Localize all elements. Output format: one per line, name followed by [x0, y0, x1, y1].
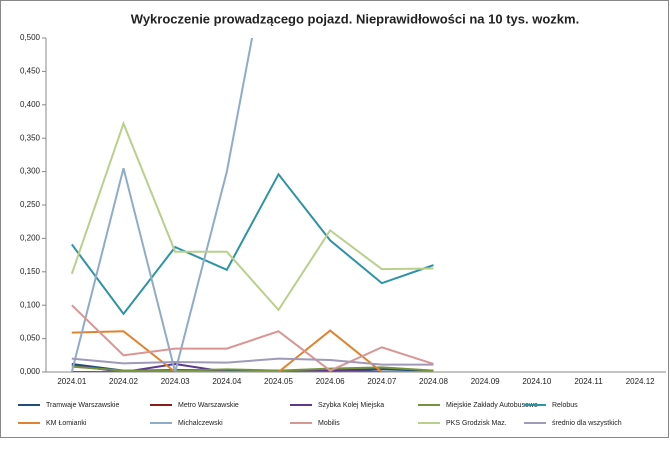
y-tick-label: 0,400 [20, 100, 41, 109]
y-tick-label: 0,250 [20, 200, 41, 209]
chart-frame [0, 0, 669, 438]
y-tick-label: 0,150 [20, 267, 41, 276]
legend-label: Relobus [552, 402, 578, 409]
x-tick-label: 2024.11 [574, 377, 603, 386]
y-tick-label: 0,100 [20, 300, 41, 309]
x-tick-label: 2024.08 [419, 377, 448, 386]
legend-label: Mobilis [318, 420, 340, 427]
legend-label: Tramwaje Warszawskie [46, 402, 119, 409]
y-tick-label: 0,450 [20, 67, 41, 76]
series-line [71, 329, 434, 372]
y-tick-label: 0,200 [20, 234, 41, 243]
series-line [70, 120, 434, 312]
series-line [71, 304, 434, 372]
legend-label: Metro Warszawskie [178, 402, 239, 409]
y-tick-label: 0,000 [20, 367, 41, 376]
y-tick-label: 0,350 [20, 133, 41, 142]
y-tick-label: 0,050 [20, 334, 41, 343]
legend-label: KM Łomianki [46, 420, 87, 427]
x-tick-label: 2024.04 [212, 377, 241, 386]
x-tick-label: 2024.02 [109, 377, 138, 386]
chart-title: Wykroczenie prowadzącego pojazd. Niepraw… [131, 11, 579, 26]
legend-label: Miejskie Zakłady Autobusowe [446, 402, 538, 409]
plot-area [70, 38, 434, 372]
x-tick-label: 2024.07 [367, 377, 396, 386]
x-tick-label: 2024.05 [264, 377, 293, 386]
legend-label: PKS Grodzisk Maz. [446, 420, 507, 427]
x-tick-label: 2024.03 [161, 377, 190, 386]
x-tick-label: 2024.10 [522, 377, 551, 386]
series-line [71, 365, 434, 372]
x-tick-label: 2024.01 [57, 377, 86, 386]
legend-label: Szybka Kolej Miejska [318, 402, 384, 409]
legend-label: Michalczewski [178, 420, 223, 427]
x-tick-label: 2024.12 [626, 377, 655, 386]
series-line [70, 38, 254, 372]
x-tick-label: 2024.09 [471, 377, 500, 386]
legend-label: średnio dla wszystkich [552, 420, 622, 427]
x-tick-label: 2024.06 [316, 377, 345, 386]
y-tick-label: 0,500 [20, 33, 41, 42]
series-line [71, 172, 434, 316]
y-tick-label: 0,300 [20, 167, 41, 176]
series-line [71, 357, 434, 366]
